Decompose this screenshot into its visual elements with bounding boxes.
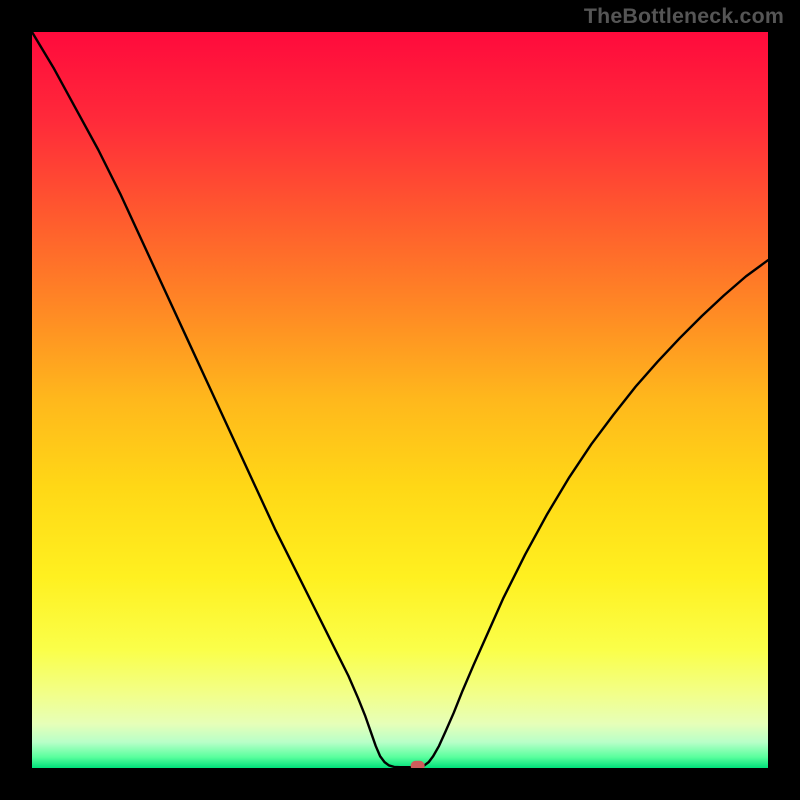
chart-stage: TheBottleneck.com (0, 0, 800, 800)
watermark-text: TheBottleneck.com (584, 4, 784, 29)
curve-layer (32, 32, 768, 768)
bottleneck-curve (32, 32, 768, 767)
plot-area (32, 32, 768, 768)
bottleneck-marker (411, 761, 425, 768)
